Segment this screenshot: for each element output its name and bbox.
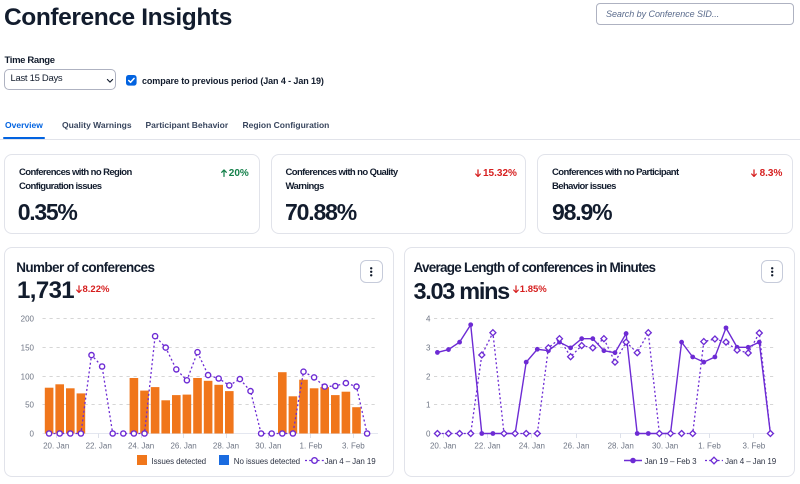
svg-text:30. Jan: 30. Jan: [652, 442, 678, 451]
svg-text:30. Jan: 30. Jan: [255, 442, 281, 451]
svg-text:0: 0: [426, 429, 431, 438]
svg-text:3. Feb: 3. Feb: [743, 442, 766, 451]
svg-text:22. Jan: 22. Jan: [86, 442, 112, 451]
svg-text:24. Jan: 24. Jan: [519, 442, 545, 451]
svg-text:28. Jan: 28. Jan: [213, 442, 239, 451]
svg-text:100: 100: [21, 372, 35, 381]
svg-text:24. Jan: 24. Jan: [128, 442, 154, 451]
svg-text:20. Jan: 20. Jan: [43, 442, 69, 451]
svg-text:22. Jan: 22. Jan: [474, 442, 500, 451]
svg-text:26. Jan: 26. Jan: [170, 442, 196, 451]
svg-text:3. Feb: 3. Feb: [342, 442, 365, 451]
svg-text:150: 150: [21, 343, 35, 352]
svg-text:20. Jan: 20. Jan: [430, 442, 456, 451]
svg-text:28. Jan: 28. Jan: [608, 442, 634, 451]
svg-text:1: 1: [426, 400, 431, 409]
svg-text:2: 2: [426, 372, 431, 381]
svg-text:26. Jan: 26. Jan: [563, 442, 589, 451]
svg-text:1. Feb: 1. Feb: [698, 442, 721, 451]
svg-text:4: 4: [426, 314, 431, 323]
svg-text:50: 50: [25, 400, 34, 409]
svg-text:3: 3: [426, 343, 431, 352]
svg-text:0: 0: [30, 429, 35, 438]
svg-text:1. Feb: 1. Feb: [300, 442, 323, 451]
svg-text:200: 200: [21, 314, 35, 323]
